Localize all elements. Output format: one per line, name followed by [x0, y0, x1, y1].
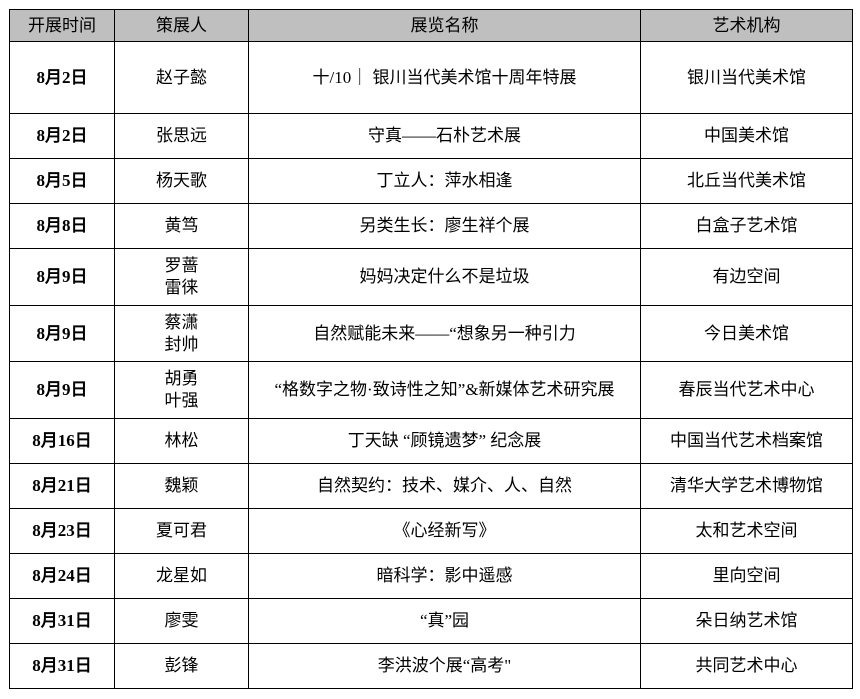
- title-cell: 守真——石朴艺术展: [248, 113, 641, 159]
- exhibition-table: 开展时间 策展人 展览名称 艺术机构 8月2日 赵子懿 十/10｜ 银川当代美术馆十…: [9, 9, 853, 689]
- curator-cell: 赵子懿: [114, 41, 249, 114]
- table-row: 8月5日 杨天歌 丁立人：萍水相逢 北丘当代美术馆: [9, 158, 853, 204]
- venue-cell: 里向空间: [640, 553, 853, 599]
- table-row: 8月9日 蔡潇 封帅 自然赋能未来——“想象另一种引力 今日美术馆: [9, 305, 853, 362]
- venue-cell: 中国美术馆: [640, 113, 853, 159]
- curator-cell: 罗蔷 雷徕: [114, 248, 249, 306]
- curator-cell: 彭锋: [114, 643, 249, 689]
- venue-cell: 太和艺术空间: [640, 508, 853, 554]
- venue-cell: 共同艺术中心: [640, 643, 853, 689]
- date-cell: 8月31日: [9, 598, 115, 644]
- venue-cell: 有边空间: [640, 248, 853, 306]
- column-header-date: 开展时间: [9, 9, 115, 42]
- venue-cell: 朵日纳艺术馆: [640, 598, 853, 644]
- curator-cell: 杨天歌: [114, 158, 249, 204]
- table-row: 8月9日 罗蔷 雷徕 妈妈决定什么不是垃圾 有边空间: [9, 248, 853, 306]
- header-row: 开展时间 策展人 展览名称 艺术机构: [9, 9, 853, 42]
- table-row: 8月31日 彭锋 李洪波个展“高考" 共同艺术中心: [9, 643, 853, 689]
- title-cell: 丁立人：萍水相逢: [248, 158, 641, 204]
- table-row: 8月31日 廖雯 “真”园 朵日纳艺术馆: [9, 598, 853, 644]
- title-cell: 妈妈决定什么不是垃圾: [248, 248, 641, 306]
- date-cell: 8月31日: [9, 643, 115, 689]
- venue-cell: 清华大学艺术博物馆: [640, 463, 853, 509]
- curator-cell: 胡勇 叶强: [114, 361, 249, 419]
- table-row: 8月2日 张思远 守真——石朴艺术展 中国美术馆: [9, 113, 853, 159]
- curator-cell: 廖雯: [114, 598, 249, 644]
- date-cell: 8月8日: [9, 203, 115, 249]
- title-cell: 另类生长：廖生祥个展: [248, 203, 641, 249]
- venue-cell: 银川当代美术馆: [640, 41, 853, 114]
- date-cell: 8月23日: [9, 508, 115, 554]
- table-row: 8月8日 黄笃 另类生长：廖生祥个展 白盒子艺术馆: [9, 203, 853, 249]
- curator-cell: 龙星如: [114, 553, 249, 599]
- title-cell: 李洪波个展“高考": [248, 643, 641, 689]
- title-cell: 十/10｜ 银川当代美术馆十周年特展: [248, 41, 641, 114]
- venue-cell: 今日美术馆: [640, 305, 853, 362]
- title-cell: 自然契约：技术、媒介、人、自然: [248, 463, 641, 509]
- venue-cell: 春辰当代艺术中心: [640, 361, 853, 419]
- column-header-curator: 策展人: [114, 9, 249, 42]
- date-cell: 8月9日: [9, 248, 115, 306]
- curator-cell: 黄笃: [114, 203, 249, 249]
- table-row: 8月2日 赵子懿 十/10｜ 银川当代美术馆十周年特展 银川当代美术馆: [9, 41, 853, 114]
- curator-cell: 张思远: [114, 113, 249, 159]
- date-cell: 8月24日: [9, 553, 115, 599]
- date-cell: 8月2日: [9, 41, 115, 114]
- table-row: 8月21日 魏颖 自然契约：技术、媒介、人、自然 清华大学艺术博物馆: [9, 463, 853, 509]
- curator-cell: 夏可君: [114, 508, 249, 554]
- date-cell: 8月9日: [9, 361, 115, 419]
- title-cell: 丁天缺 “顾镜遗梦” 纪念展: [248, 418, 641, 464]
- table-row: 8月16日 林松 丁天缺 “顾镜遗梦” 纪念展 中国当代艺术档案馆: [9, 418, 853, 464]
- venue-cell: 白盒子艺术馆: [640, 203, 853, 249]
- title-cell: “格数字之物·致诗性之知”&新媒体艺术研究展: [248, 361, 641, 419]
- table-row: 8月24日 龙星如 暗科学：影中遥感 里向空间: [9, 553, 853, 599]
- title-cell: 暗科学：影中遥感: [248, 553, 641, 599]
- table-row: 8月23日 夏可君 《心经新写》 太和艺术空间: [9, 508, 853, 554]
- table-row: 8月9日 胡勇 叶强 “格数字之物·致诗性之知”&新媒体艺术研究展 春辰当代艺术中心: [9, 361, 853, 419]
- date-cell: 8月2日: [9, 113, 115, 159]
- title-cell: 《心经新写》: [248, 508, 641, 554]
- column-header-venue: 艺术机构: [640, 9, 853, 42]
- venue-cell: 中国当代艺术档案馆: [640, 418, 853, 464]
- title-cell: 自然赋能未来——“想象另一种引力: [248, 305, 641, 362]
- date-cell: 8月21日: [9, 463, 115, 509]
- title-cell: “真”园: [248, 598, 641, 644]
- curator-cell: 蔡潇 封帅: [114, 305, 249, 362]
- date-cell: 8月5日: [9, 158, 115, 204]
- date-cell: 8月16日: [9, 418, 115, 464]
- curator-cell: 林松: [114, 418, 249, 464]
- curator-cell: 魏颖: [114, 463, 249, 509]
- column-header-title: 展览名称: [248, 9, 641, 42]
- date-cell: 8月9日: [9, 305, 115, 362]
- venue-cell: 北丘当代美术馆: [640, 158, 853, 204]
